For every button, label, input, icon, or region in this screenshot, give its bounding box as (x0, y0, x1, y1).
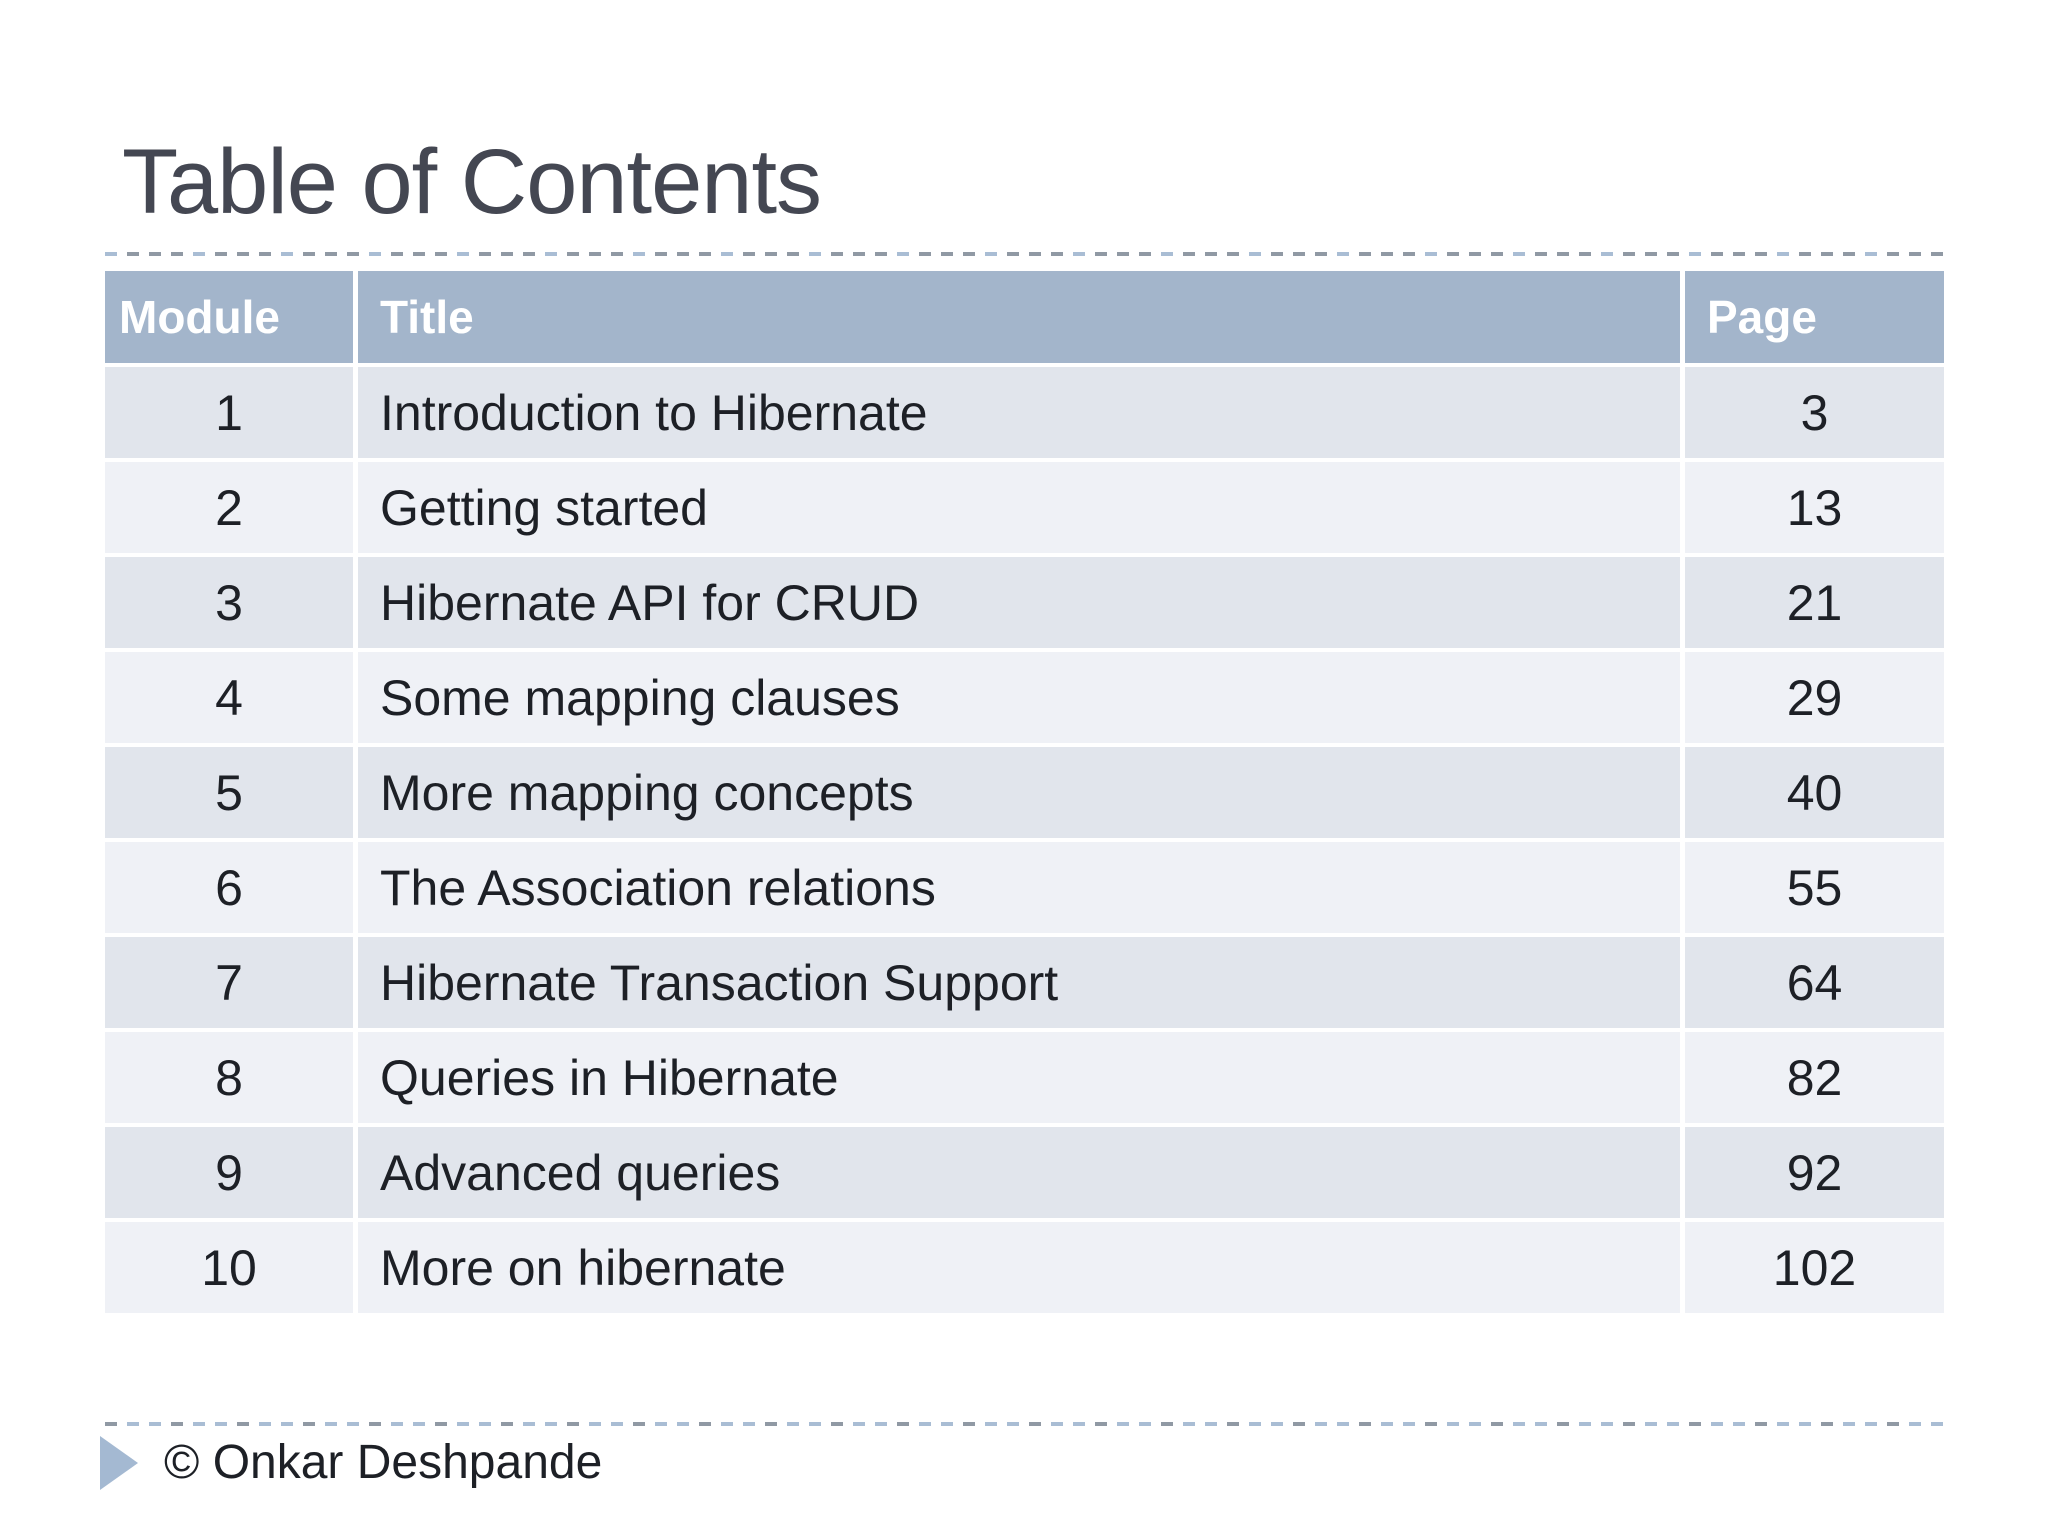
column-header-title: Title (358, 271, 1680, 363)
module-cell: 3 (105, 557, 353, 648)
page-cell: 102 (1685, 1222, 1944, 1313)
column-header-module: Module (105, 271, 353, 363)
table-row: 5 More mapping concepts 40 (105, 747, 1944, 838)
title-cell: Queries in Hibernate (358, 1032, 1680, 1123)
title-cell: Getting started (358, 462, 1680, 553)
module-cell: 10 (105, 1222, 353, 1313)
page-cell: 3 (1685, 367, 1944, 458)
table-row: 1 Introduction to Hibernate 3 (105, 367, 1944, 458)
title-cell: Some mapping clauses (358, 652, 1680, 743)
column-header-page: Page (1685, 271, 1944, 363)
footer: © Onkar Deshpande (100, 1436, 602, 1490)
module-cell: 5 (105, 747, 353, 838)
table-row: 10 More on hibernate 102 (105, 1222, 1944, 1313)
module-cell: 4 (105, 652, 353, 743)
footer-divider (105, 1422, 1945, 1426)
table-row: 6 The Association relations 55 (105, 842, 1944, 933)
module-cell: 8 (105, 1032, 353, 1123)
title-cell: The Association relations (358, 842, 1680, 933)
page-cell: 55 (1685, 842, 1944, 933)
table-row: 8 Queries in Hibernate 82 (105, 1032, 1944, 1123)
page-title: Table of Contents (122, 131, 822, 233)
title-cell: Introduction to Hibernate (358, 367, 1680, 458)
module-cell: 6 (105, 842, 353, 933)
table-header-row: Module Title Page (105, 271, 1944, 363)
table-row: 7 Hibernate Transaction Support 64 (105, 937, 1944, 1028)
table-row: 9 Advanced queries 92 (105, 1127, 1944, 1218)
page-cell: 82 (1685, 1032, 1944, 1123)
right-triangle-icon (100, 1436, 138, 1490)
table-row: 4 Some mapping clauses 29 (105, 652, 1944, 743)
page-cell: 21 (1685, 557, 1944, 648)
table-row: 2 Getting started 13 (105, 462, 1944, 553)
title-divider (105, 252, 1945, 256)
title-cell: More on hibernate (358, 1222, 1680, 1313)
table-row: 3 Hibernate API for CRUD 21 (105, 557, 1944, 648)
page-cell: 29 (1685, 652, 1944, 743)
page-cell: 64 (1685, 937, 1944, 1028)
module-cell: 9 (105, 1127, 353, 1218)
module-cell: 1 (105, 367, 353, 458)
module-cell: 7 (105, 937, 353, 1028)
toc-table: Module Title Page 1 Introduction to Hiber… (105, 271, 1944, 1313)
title-cell: More mapping concepts (358, 747, 1680, 838)
title-cell: Hibernate Transaction Support (358, 937, 1680, 1028)
module-cell: 2 (105, 462, 353, 553)
footer-copyright: © Onkar Deshpande (164, 1436, 603, 1489)
page-cell: 40 (1685, 747, 1944, 838)
title-cell: Advanced queries (358, 1127, 1680, 1218)
page-cell: 13 (1685, 462, 1944, 553)
title-cell: Hibernate API for CRUD (358, 557, 1680, 648)
page-cell: 92 (1685, 1127, 1944, 1218)
